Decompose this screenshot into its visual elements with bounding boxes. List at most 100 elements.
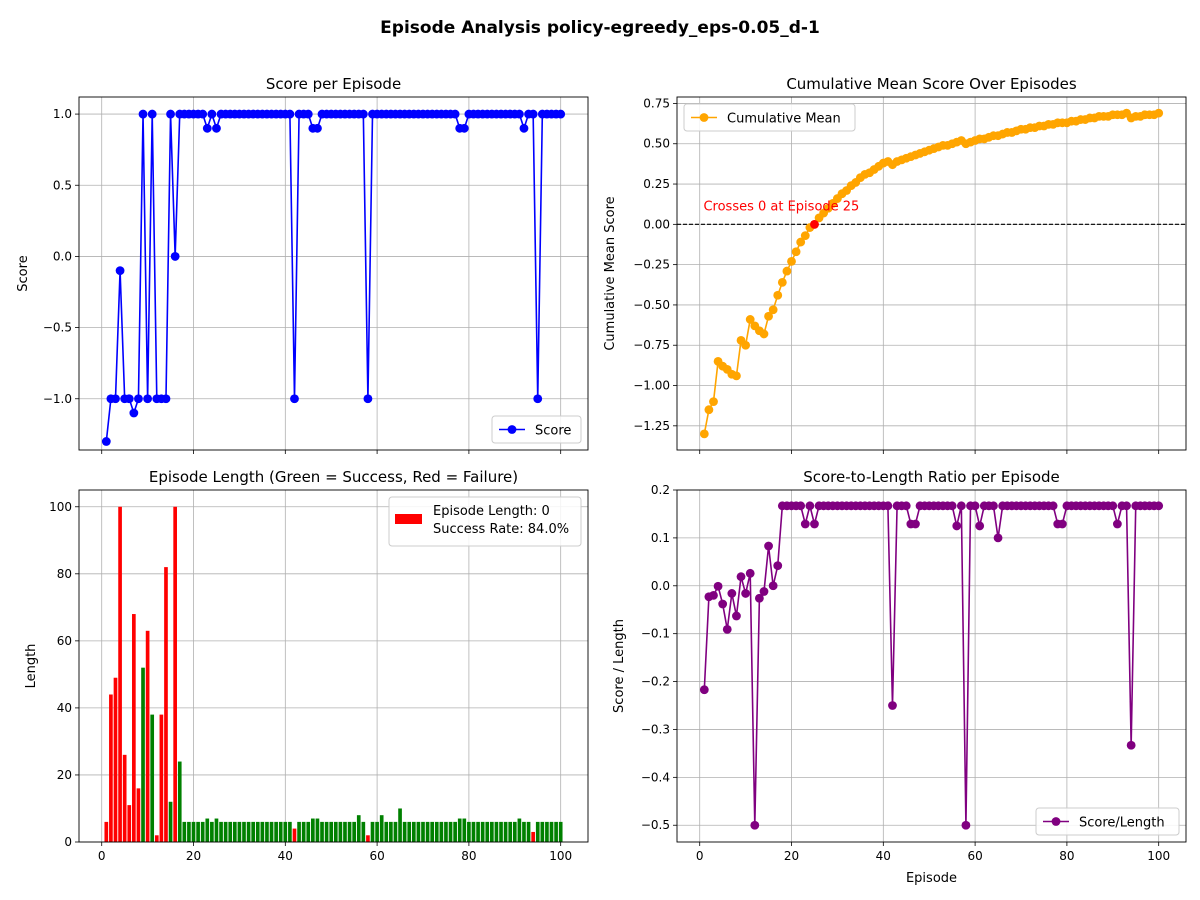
length-bar xyxy=(398,808,402,842)
figure-suptitle: Episode Analysis policy-egreedy_eps-0.05… xyxy=(380,18,820,38)
length-bar xyxy=(366,835,370,842)
x-tick-label: 80 xyxy=(1059,849,1074,863)
y-tick-label: −0.5 xyxy=(641,818,670,832)
data-point xyxy=(736,572,746,582)
length-bar xyxy=(416,821,421,842)
length-bar xyxy=(141,667,145,842)
data-point xyxy=(1126,740,1136,750)
axes-frame xyxy=(676,96,1187,451)
data-point xyxy=(750,820,760,830)
length-bar xyxy=(549,821,554,842)
legend-marker xyxy=(1051,817,1061,826)
length-bar xyxy=(333,821,338,842)
y-tick-label: 0.1 xyxy=(651,531,670,545)
data-point xyxy=(1122,501,1131,511)
data-point xyxy=(124,394,134,404)
length-bar xyxy=(490,821,494,842)
length-bar xyxy=(329,821,334,842)
length-bar xyxy=(352,821,356,842)
length-bar xyxy=(118,506,122,842)
length-bar xyxy=(255,821,260,842)
y-tick-label: −0.75 xyxy=(633,338,670,352)
data-point xyxy=(777,277,787,287)
y-tick-label: 20 xyxy=(57,768,72,782)
legend-box xyxy=(1035,807,1180,836)
length-bar xyxy=(232,821,237,842)
y-tick-label: 1.0 xyxy=(53,107,72,121)
data-point xyxy=(961,820,971,830)
y-axis-label: Score / Length xyxy=(612,619,627,713)
length-bar xyxy=(136,788,141,842)
y-tick-label: 0.00 xyxy=(643,217,670,231)
data-point xyxy=(791,247,801,257)
y-tick-label: 0.5 xyxy=(53,178,72,192)
data-point xyxy=(170,252,180,261)
length-bar xyxy=(503,821,508,842)
length-bar xyxy=(508,821,513,842)
data-point xyxy=(363,394,373,404)
data-point xyxy=(212,123,221,133)
length-bar xyxy=(150,714,155,842)
y-tick-label: −0.1 xyxy=(641,627,670,641)
axes-frame xyxy=(676,489,1187,843)
data-point xyxy=(138,109,148,119)
length-bar xyxy=(462,818,467,842)
y-tick-label: 80 xyxy=(57,567,72,581)
data-point xyxy=(115,266,125,276)
data-point xyxy=(161,394,171,404)
length-bar xyxy=(320,821,324,842)
length-bar xyxy=(311,818,315,842)
data-point xyxy=(166,109,175,119)
length-bar xyxy=(205,818,210,842)
data-point xyxy=(129,408,139,418)
x-tick-label: 60 xyxy=(967,849,982,863)
data-point xyxy=(704,405,714,415)
data-point xyxy=(101,437,111,446)
x-tick-label: 0 xyxy=(696,849,704,863)
x-tick-label: 20 xyxy=(186,849,201,863)
length-bar xyxy=(338,821,343,842)
length-bar xyxy=(467,821,471,842)
length-bar xyxy=(274,821,278,842)
length-bar xyxy=(375,821,379,842)
data-point xyxy=(745,315,755,324)
y-tick-label: 0 xyxy=(64,835,72,849)
data-point xyxy=(528,109,538,119)
length-bar xyxy=(485,821,490,842)
x-tick-label: 0 xyxy=(98,849,106,863)
data-point xyxy=(198,109,208,119)
x-tick-label: 40 xyxy=(278,849,293,863)
length-bar xyxy=(522,821,526,842)
data-point xyxy=(956,501,966,511)
length-bar xyxy=(260,821,265,842)
y-tick-label: −0.25 xyxy=(633,258,670,272)
length-bar xyxy=(439,821,444,842)
length-bar xyxy=(292,828,297,842)
data-point xyxy=(699,429,709,439)
length-bar xyxy=(278,821,283,842)
x-tick-label: 80 xyxy=(461,849,476,863)
y-tick-label: −0.5 xyxy=(43,321,72,335)
data-point xyxy=(514,109,524,119)
panel-length: Episode Length (Green = Success, Red = F… xyxy=(24,468,589,863)
legend-box xyxy=(491,415,582,444)
length-bar xyxy=(228,821,233,842)
legend-box xyxy=(683,103,856,132)
data-point xyxy=(727,589,737,598)
length-bar xyxy=(269,821,274,842)
length-bar xyxy=(343,821,347,842)
y-tick-label: 0.2 xyxy=(651,483,670,497)
length-bar xyxy=(471,821,476,842)
y-tick-label: 0.0 xyxy=(53,249,72,263)
data-point xyxy=(952,521,962,531)
axes-frame xyxy=(78,96,589,451)
data-point xyxy=(754,593,764,603)
crossing-marker xyxy=(810,219,819,229)
length-bar xyxy=(154,835,159,842)
data-point xyxy=(810,519,819,529)
length-bar xyxy=(200,821,205,842)
y-tick-label: −1.00 xyxy=(633,379,670,393)
length-bar xyxy=(480,821,485,842)
data-point xyxy=(764,311,773,321)
data-point xyxy=(773,561,783,571)
